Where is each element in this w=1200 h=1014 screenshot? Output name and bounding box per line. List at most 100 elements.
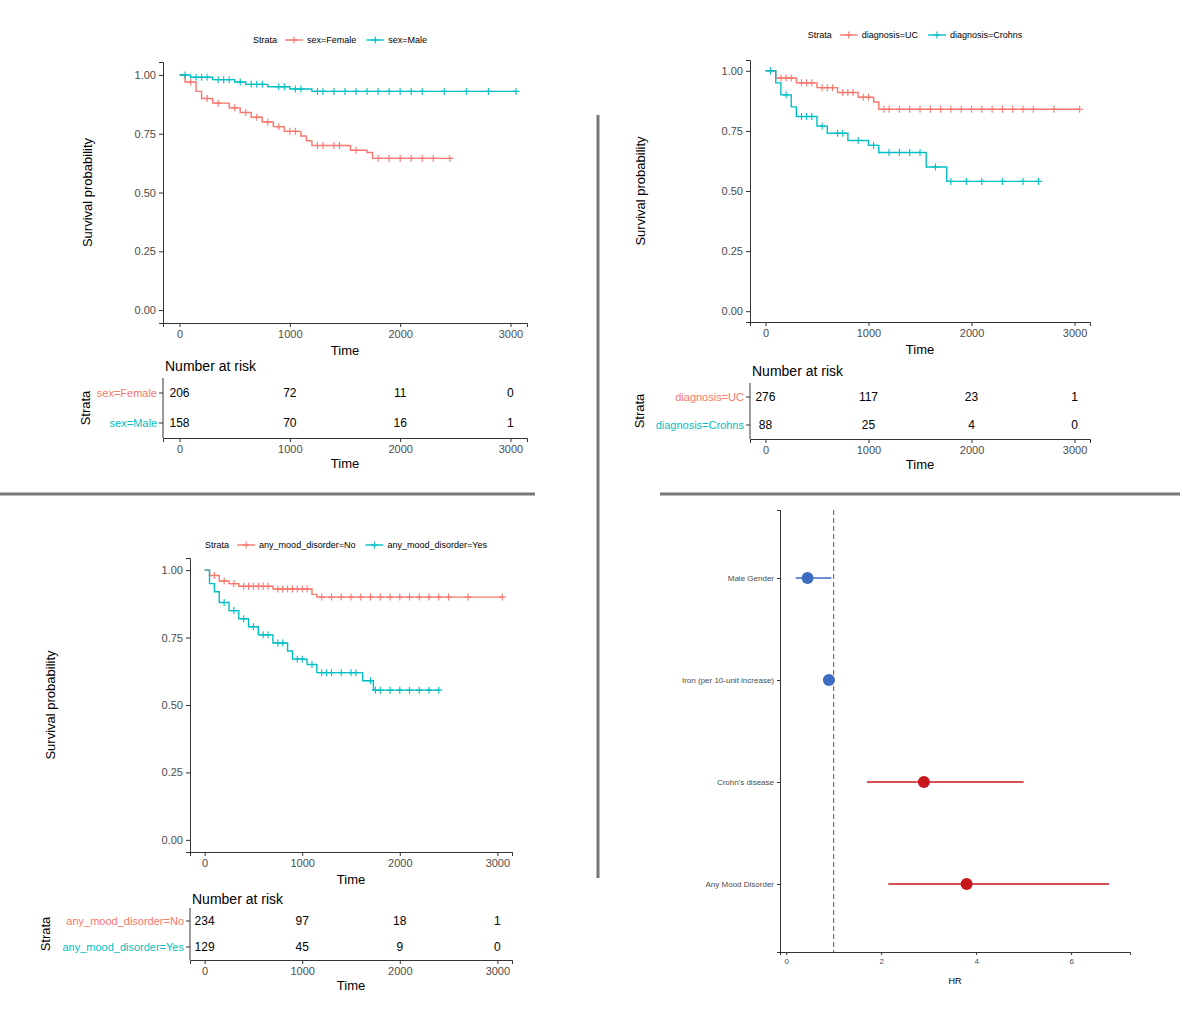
x-tick-label: 2 xyxy=(879,957,884,966)
x-tick-mark xyxy=(1075,322,1076,326)
legend-label: sex=Male xyxy=(388,35,427,45)
risk-number: 129 xyxy=(195,940,215,954)
risk-number: 45 xyxy=(296,940,310,954)
x-tick-label: 3000 xyxy=(1063,327,1087,339)
y-tick-mark xyxy=(746,191,750,192)
risk-number: 1 xyxy=(494,914,501,928)
x-tick-label: 4 xyxy=(974,957,979,966)
risk-number: 0 xyxy=(494,940,501,954)
censor-mark xyxy=(182,71,189,78)
x-tick-mark xyxy=(510,323,511,327)
censor-mark xyxy=(978,106,985,113)
x-axis: 0100020003000 xyxy=(751,439,1091,456)
y-axis-line xyxy=(750,383,751,439)
y-tick-label: 0.50 xyxy=(162,699,183,711)
x-tick: 3000 xyxy=(1063,439,1087,456)
y-tick-mark xyxy=(159,310,163,311)
censor-mark xyxy=(937,106,944,113)
censor-mark xyxy=(445,594,452,601)
x-tick: 2000 xyxy=(388,438,412,455)
censor-mark xyxy=(839,130,846,137)
x-axis-line xyxy=(751,323,1091,327)
y-tick-label: 1.00 xyxy=(722,65,743,77)
censor-mark xyxy=(319,88,326,95)
x-tick: 0 xyxy=(202,852,208,869)
x-tick-label: 1000 xyxy=(857,327,881,339)
x-tick-mark xyxy=(180,323,181,327)
censor-mark xyxy=(396,687,403,694)
censor-mark xyxy=(297,86,304,93)
legend: Stratasex=Femalesex=Male xyxy=(253,35,427,45)
censor-mark xyxy=(265,583,272,590)
y-tick-label: 1.00 xyxy=(162,564,183,576)
x-tick: 1000 xyxy=(290,960,314,977)
y-axis-title: Survival probability xyxy=(633,136,648,246)
x-tick: 2000 xyxy=(960,322,984,339)
censor-mark xyxy=(328,594,335,601)
risk-number: 276 xyxy=(755,390,775,404)
legend: Stratadiagnosis=UCdiagnosis=Crohns xyxy=(808,30,1023,40)
censor-mark xyxy=(265,631,272,638)
error-bar xyxy=(867,781,1024,783)
x-tick-label: 0 xyxy=(202,965,208,977)
y-tick-label: 0.75 xyxy=(722,125,743,137)
risk-y-title: Strata xyxy=(78,390,93,425)
x-tick-mark xyxy=(765,322,766,326)
x-tick-mark xyxy=(881,952,882,955)
censor-mark xyxy=(240,615,247,622)
x-tick: 1000 xyxy=(857,439,881,456)
censor-mark xyxy=(396,594,403,601)
x-axis: 0100020003000 xyxy=(191,960,513,977)
hazard-ratio-point xyxy=(961,878,973,890)
y-tick: 0.50 xyxy=(162,699,190,711)
forest-panel: 0246Male GenderIron (per 10-unit increas… xyxy=(682,510,1131,986)
risk-row-label: any_mood_disorder=No xyxy=(66,915,184,927)
risk-number: 18 xyxy=(393,914,407,928)
y-tick-mark xyxy=(159,251,163,252)
censor-mark xyxy=(917,106,924,113)
x-tick: 2000 xyxy=(388,323,412,340)
km-panel: 01000200030000.000.250.500.751.00TimeSur… xyxy=(38,540,513,993)
x-axis-line xyxy=(164,324,528,328)
censor-mark xyxy=(397,88,404,95)
x-tick-label: 3000 xyxy=(499,328,523,340)
censor-mark xyxy=(886,106,893,113)
y-axis: Male GenderIron (per 10-unit increase)Cr… xyxy=(682,511,781,953)
censor-mark xyxy=(1020,178,1027,185)
x-tick-label: 6 xyxy=(1069,957,1074,966)
survival-curve xyxy=(205,570,503,597)
x-tick: 2000 xyxy=(388,960,412,977)
x-tick-label: 2000 xyxy=(960,444,984,456)
y-tick-mark xyxy=(159,423,163,424)
censor-mark xyxy=(211,572,218,579)
x-tick-mark xyxy=(290,323,291,327)
x-tick: 2000 xyxy=(960,439,984,456)
censor-mark xyxy=(348,594,355,601)
y-axis: 0.000.250.500.751.00 xyxy=(722,61,751,323)
censor-mark xyxy=(1030,106,1037,113)
censor-mark xyxy=(808,113,815,120)
x-tick: 4 xyxy=(974,952,979,966)
panel-separators xyxy=(0,115,1180,878)
x-axis-title: HR xyxy=(949,976,962,986)
y-tick-mark xyxy=(186,638,190,639)
risk-number: 9 xyxy=(396,940,403,954)
y-tick: 0.75 xyxy=(722,125,750,137)
plot-area xyxy=(765,67,1083,185)
y-tick-mark xyxy=(186,772,190,773)
y-tick-label: 0.25 xyxy=(135,245,156,257)
y-tick-label: Crohn's disease xyxy=(717,778,775,787)
legend-label: any_mood_disorder=Yes xyxy=(387,540,487,550)
x-tick-mark xyxy=(400,323,401,327)
error-bar xyxy=(888,883,1109,885)
y-tick: Any Mood Disorder xyxy=(706,880,780,889)
x-tick: 1000 xyxy=(278,438,302,455)
x-tick: 3000 xyxy=(499,323,523,340)
y-axis: 0.000.250.500.751.00 xyxy=(162,559,191,853)
y-axis-line xyxy=(190,908,191,960)
censor-mark xyxy=(275,123,282,130)
censor-mark xyxy=(230,580,237,587)
y-tick-label: 0.75 xyxy=(135,128,156,140)
censor-mark xyxy=(978,178,985,185)
risk-row-label: diagnosis=Crohns xyxy=(656,419,745,431)
